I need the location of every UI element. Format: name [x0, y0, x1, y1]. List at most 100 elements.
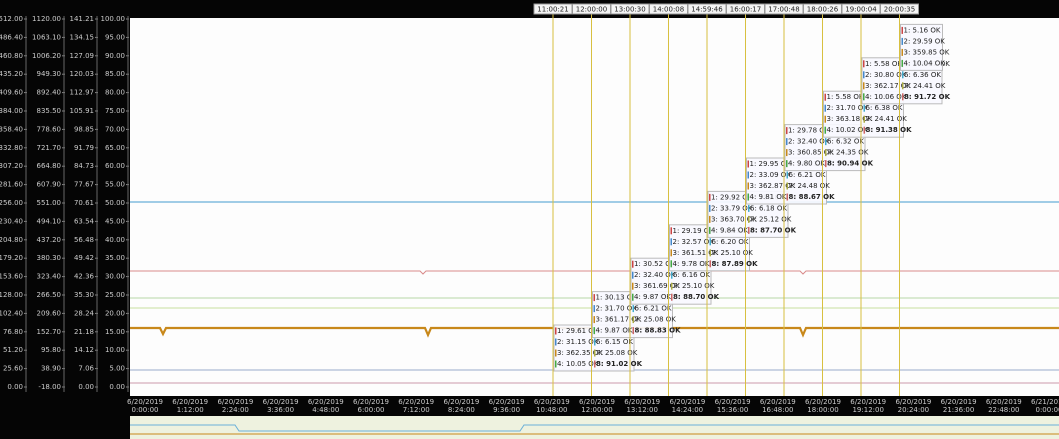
tooltip-value: 1: 29.78 OK [788, 127, 830, 135]
time-label-time: 22:48:00 [988, 406, 1019, 414]
axis-label: 949.30 [37, 70, 62, 78]
overview-strip[interactable] [130, 416, 1059, 439]
channel-swatch [709, 226, 711, 234]
time-label-date: 6/20/2019 [986, 398, 1022, 406]
time-label-date: 6/20/2019 [669, 398, 705, 406]
channel-swatch [632, 282, 634, 290]
tooltip-value: 6: 6.20 OK [712, 238, 749, 246]
axis-label: 778.60 [37, 125, 62, 133]
tooltip-value: 7: 25.12 OK [750, 215, 792, 223]
cursor-time: 17:00:48 [768, 6, 799, 14]
axis-label: 437.20 [37, 236, 62, 244]
axis-label: 70.61 [74, 199, 94, 207]
channel-swatch [632, 293, 634, 301]
tooltip-value: 8: 91.38 OK [866, 126, 913, 134]
axis-label: 95.00 [105, 33, 125, 41]
cursor-label: 20:00:35 [880, 3, 919, 15]
channel-swatch [709, 215, 711, 223]
channel-swatch [824, 126, 826, 134]
axis-label: 60.00 [105, 162, 125, 170]
axis-label: 63.54 [74, 217, 95, 225]
axis-label: 55.00 [105, 181, 125, 189]
tooltip-value: 6: 6.16 OK [673, 271, 710, 279]
axis-label: 42.36 [74, 273, 95, 281]
channel-swatch [632, 327, 634, 335]
channel-swatch [555, 349, 557, 357]
channel-swatch [709, 249, 711, 257]
tooltip-value: 2: 32.57 OK [673, 238, 715, 246]
axis-label: 0.00 [109, 383, 125, 391]
overview-trace [130, 424, 1059, 432]
tooltip-value: 8: 91.02 OK [596, 360, 643, 368]
tooltip-value: 4: 9.80 OK [788, 160, 825, 168]
tooltip-value: 7: 24.41 OK [866, 115, 908, 123]
tooltip-value: 2: 33.79 OK [711, 204, 753, 212]
time-label-time: 19:12:00 [852, 406, 883, 414]
axis-label: 204.80 [0, 236, 23, 244]
channel-swatch [901, 48, 903, 56]
traces [130, 201, 1059, 435]
tooltip-value: 2: 31.15 OK [557, 338, 599, 346]
channel-swatch [555, 360, 557, 368]
time-label-date: 6/21/2019 [1031, 398, 1059, 406]
tooltip-value: 3: 359.85 OK [904, 48, 950, 56]
channel-swatch [593, 316, 595, 324]
tooltip-value: 1: 30.52 OK [634, 260, 676, 268]
channel-swatch [786, 160, 788, 168]
axis-label: 512.00 [0, 15, 23, 23]
tooltip-value: 3: 362.87 OK [750, 182, 796, 190]
channel-swatch [786, 149, 788, 157]
axis-label: 664.80 [37, 162, 62, 170]
tooltip-value: 2: 32.40 OK [788, 138, 830, 146]
axis-label: 380.30 [37, 254, 62, 262]
axis-label: 28.24 [74, 309, 95, 317]
value-tooltip: 1: 29.61 OK 2: 31.15 OK 3: 362.35 OK 4: 10.… [553, 324, 643, 372]
channel-swatch [632, 260, 634, 268]
tooltip-value: 2: 30.80 OK [865, 71, 907, 79]
channel-swatch [632, 305, 634, 313]
cursor-label: 14:59:46 [687, 3, 727, 15]
tooltip-value: 2: 33.09 OK [750, 171, 792, 179]
channel-swatch [824, 115, 826, 123]
channel-swatch [748, 226, 750, 234]
tooltip-value: 1: 5.58 OK [865, 60, 902, 68]
axis-label: 7.06 [78, 365, 94, 373]
axis-label: 256.00 [0, 199, 23, 207]
channel-swatch [748, 215, 750, 223]
tooltip-value: 6: 6.21 OK [789, 171, 826, 179]
cursor-label: 19:00:04 [841, 3, 881, 15]
tooltip-value: 4: 10.04 OK [904, 59, 946, 67]
tooltip-value: 7: 25.08 OK [635, 316, 677, 324]
axis-label: 35.30 [74, 291, 94, 299]
axis-label: 91.79 [74, 144, 94, 152]
axis-label: 98.85 [74, 125, 94, 133]
value-tooltip: 1: 5.16 OK 2: 29.59 OK 3: 359.85 OK 4: 10.0… [900, 23, 950, 71]
axis-label: 30.00 [105, 273, 125, 281]
tooltip-value: 4: 9.87 OK [596, 327, 633, 335]
channel-swatch [632, 316, 634, 324]
cursor-time: 16:00:17 [730, 6, 761, 14]
time-label-time: 21:36:00 [943, 406, 974, 414]
axis-label: 1006.20 [32, 52, 61, 60]
tooltip-value: 4: 10.05 OK [557, 360, 599, 368]
cursor-time: 20:00:35 [884, 6, 915, 14]
channel-swatch [863, 115, 865, 123]
tooltip-value: 7: 24.48 OK [789, 182, 831, 190]
time-label-time: 0:00:00 [132, 406, 159, 414]
cursor-time: 19:00:04 [845, 6, 877, 14]
axis-label: 5.00 [109, 365, 125, 373]
time-label-date: 6/20/2019 [624, 398, 660, 406]
channel-swatch [824, 104, 826, 112]
axis-label: 266.50 [37, 291, 62, 299]
time-label-date: 6/20/2019 [760, 398, 796, 406]
axis-label: 120.03 [70, 70, 95, 78]
axis-label: 76.80 [3, 328, 23, 336]
channel-swatch [593, 294, 595, 302]
axis-label: 70.00 [105, 125, 125, 133]
axis-label: 25.60 [3, 365, 23, 373]
channel-swatch [901, 37, 903, 45]
time-label-date: 6/20/2019 [850, 398, 886, 406]
axis-label: 141.21 [70, 15, 95, 23]
cursor-label: 11:00:21 [533, 3, 573, 15]
